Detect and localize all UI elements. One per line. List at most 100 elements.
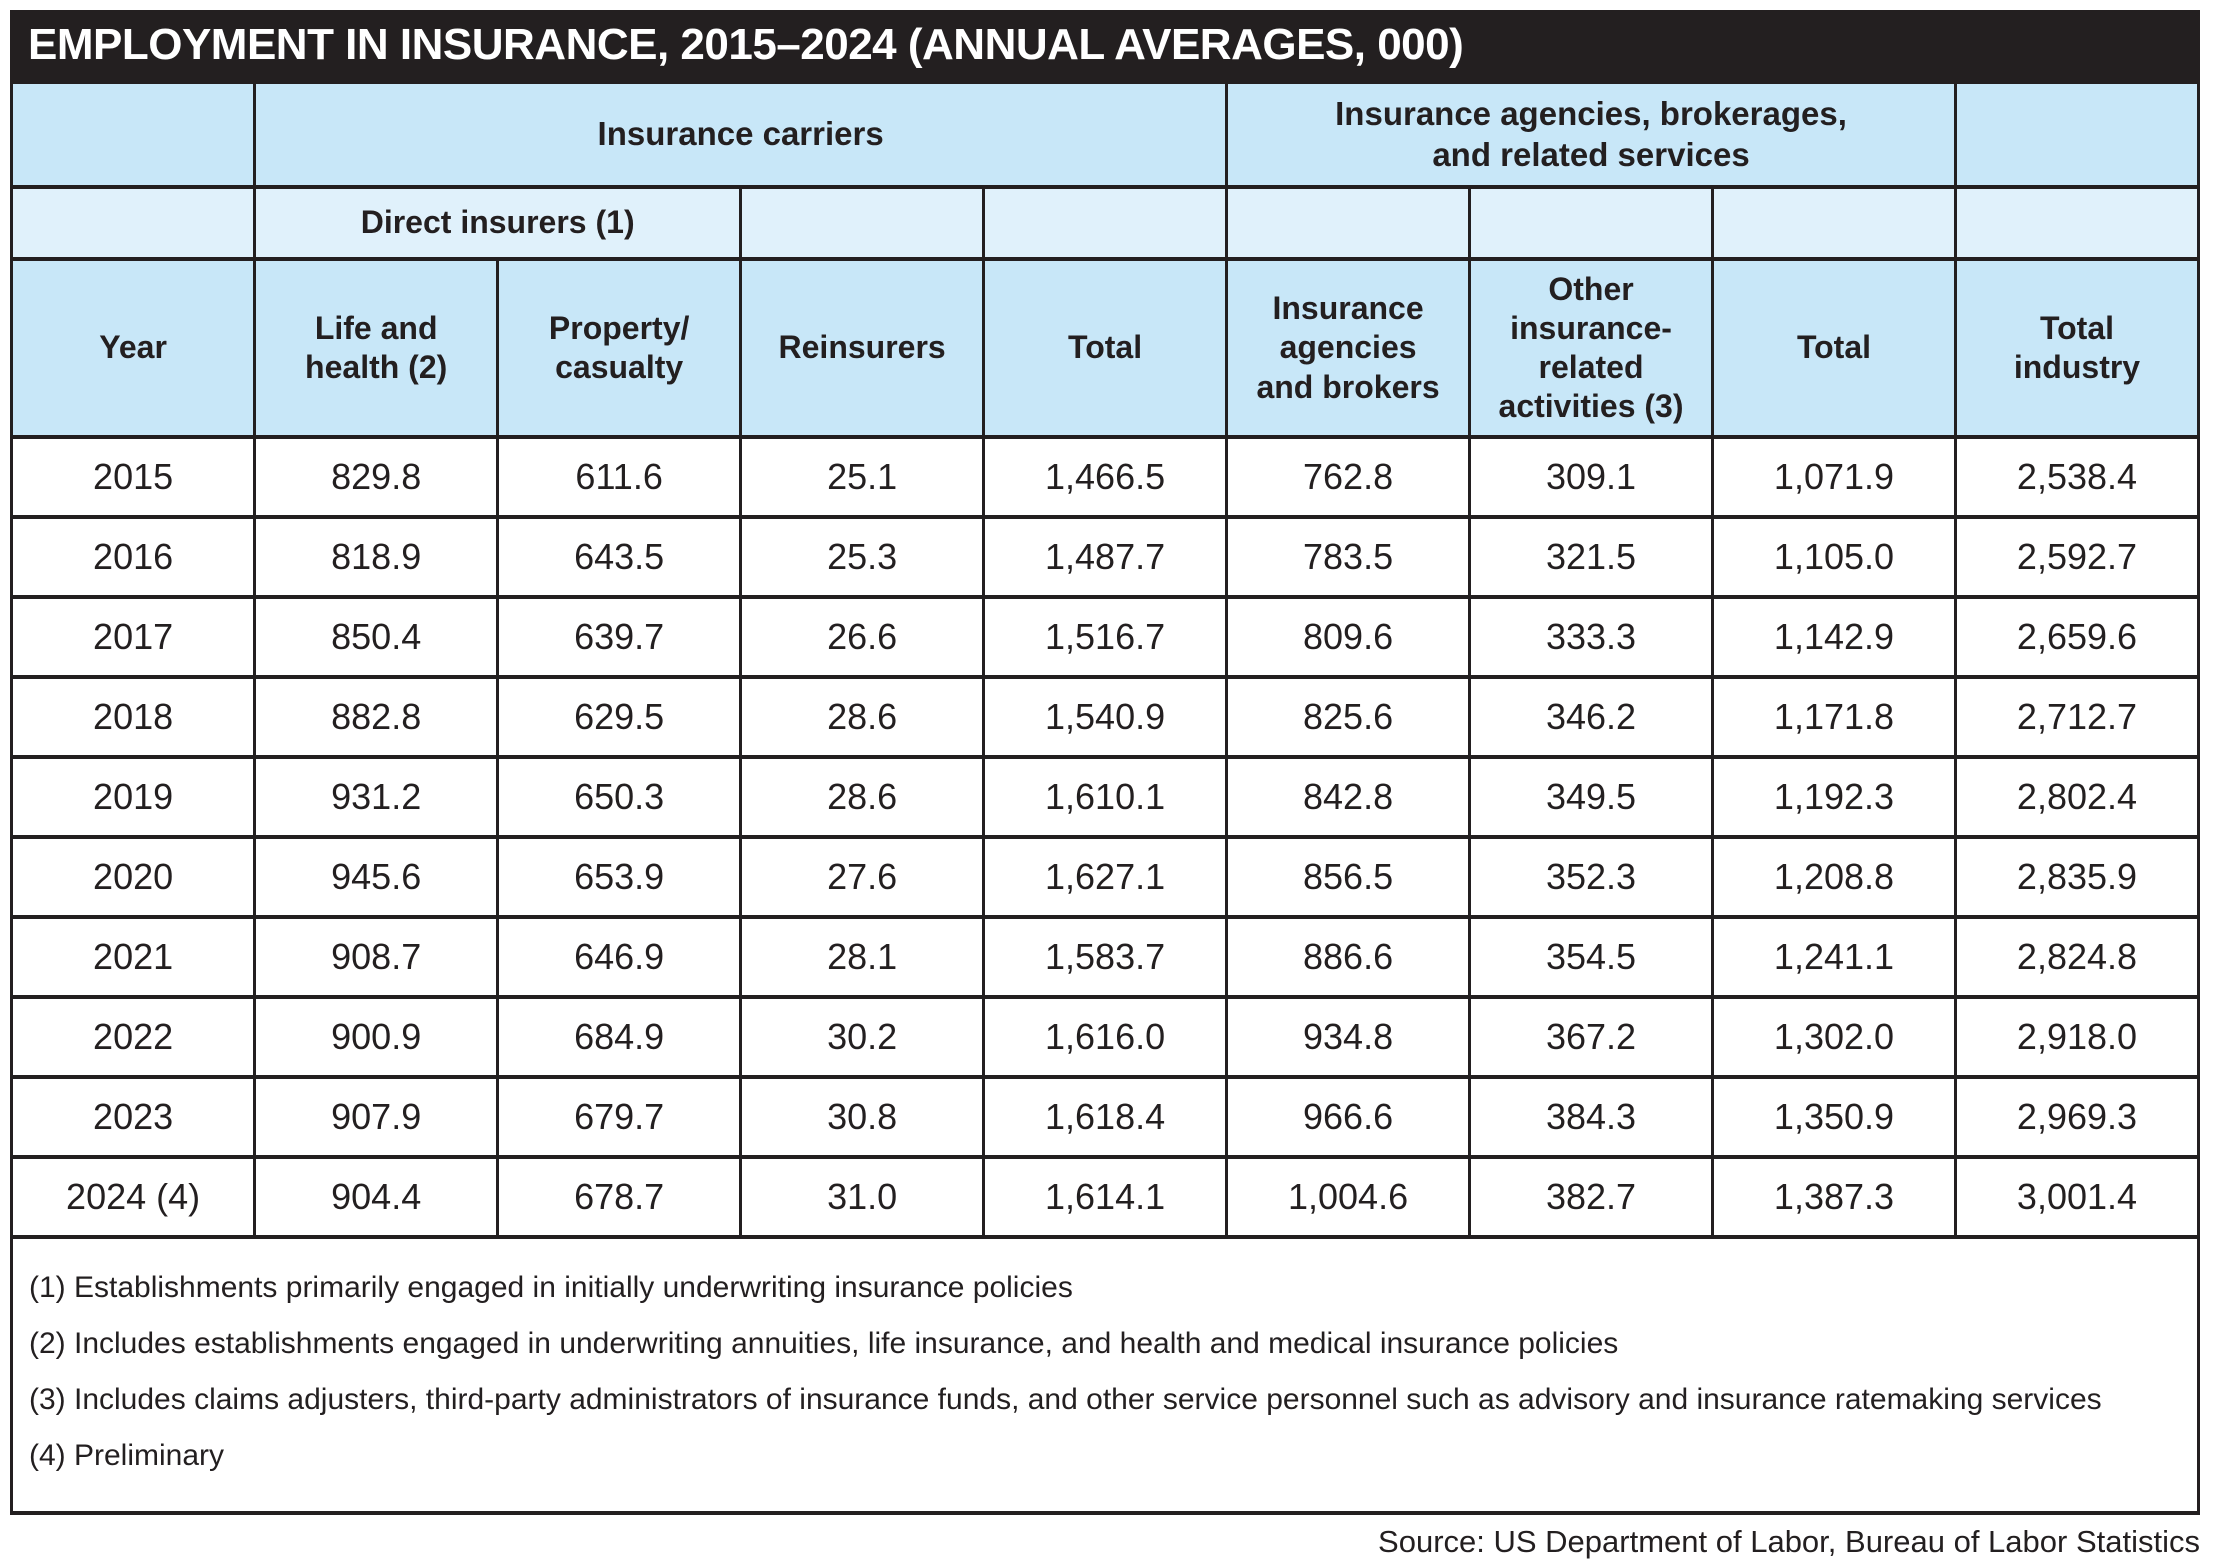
value-cell: 26.6 xyxy=(739,595,986,679)
value-cell: 1,540.9 xyxy=(982,675,1229,759)
value-cell: 1,627.1 xyxy=(982,835,1229,919)
empty-corner-cell xyxy=(1953,80,2201,189)
value-cell: 1,616.0 xyxy=(982,995,1229,1079)
year-cell: 2015 xyxy=(9,435,257,519)
footnotes-row: (1) Establishments primarily engaged in … xyxy=(10,1235,2200,1515)
value-cell: 1,192.3 xyxy=(1711,755,1957,839)
column-header-property-casualty: Property/ casualty xyxy=(496,257,743,439)
footnotes-cell: (1) Establishments primarily engaged in … xyxy=(10,1235,2200,1515)
value-cell: 678.7 xyxy=(496,1155,743,1239)
value-cell: 384.3 xyxy=(1468,1075,1714,1159)
value-cell: 1,071.9 xyxy=(1711,435,1957,519)
employment-table: Insurance carriers Insurance agencies, b… xyxy=(9,80,2201,1515)
column-header-agencies-total: Total xyxy=(1711,257,1957,439)
empty-cell xyxy=(1711,185,1957,261)
page-title: EMPLOYMENT IN INSURANCE, 2015–2024 (ANNU… xyxy=(28,20,1464,69)
value-cell: 354.5 xyxy=(1468,915,1714,999)
empty-cell xyxy=(1468,185,1714,261)
value-cell: 25.3 xyxy=(739,515,986,599)
value-cell: 1,350.9 xyxy=(1711,1075,1957,1159)
value-cell: 2,592.7 xyxy=(1953,515,2201,599)
value-cell: 646.9 xyxy=(496,915,743,999)
value-cell: 1,516.7 xyxy=(982,595,1229,679)
group-header-insurance-carriers: Insurance carriers xyxy=(253,80,1229,189)
value-cell: 643.5 xyxy=(496,515,743,599)
value-cell: 2,969.3 xyxy=(1953,1075,2201,1159)
group-header-row: Insurance carriers Insurance agencies, b… xyxy=(9,80,2201,189)
source-line: Source: US Department of Labor, Bureau o… xyxy=(1378,1524,2200,1559)
value-cell: 908.7 xyxy=(253,915,500,999)
year-cell: 2017 xyxy=(9,595,257,679)
value-cell: 1,004.6 xyxy=(1225,1155,1472,1239)
table-row: 2019 931.2 650.3 28.6 1,610.1 842.8 349.5 1,192… xyxy=(9,755,2201,839)
title-bar: EMPLOYMENT IN INSURANCE, 2015–2024 (ANNU… xyxy=(10,10,2200,80)
value-cell: 309.1 xyxy=(1468,435,1714,519)
table-row: 2024 (4) 904.4 678.7 31.0 1,614.1 1,004.6 382.… xyxy=(9,1155,2201,1239)
value-cell: 1,618.4 xyxy=(982,1075,1229,1159)
value-cell: 30.2 xyxy=(739,995,986,1079)
year-cell: 2021 xyxy=(9,915,257,999)
value-cell: 856.5 xyxy=(1225,835,1472,919)
value-cell: 1,583.7 xyxy=(982,915,1229,999)
value-cell: 818.9 xyxy=(253,515,500,599)
value-cell: 931.2 xyxy=(253,755,500,839)
column-header-reinsurers: Reinsurers xyxy=(739,257,986,439)
value-cell: 850.4 xyxy=(253,595,500,679)
value-cell: 27.6 xyxy=(739,835,986,919)
year-cell: 2018 xyxy=(9,675,257,759)
empty-cell xyxy=(739,185,986,261)
value-cell: 629.5 xyxy=(496,675,743,759)
value-cell: 907.9 xyxy=(253,1075,500,1159)
value-cell: 1,241.1 xyxy=(1711,915,1957,999)
value-cell: 382.7 xyxy=(1468,1155,1714,1239)
column-header-other-activities: Other insurance- related activities (3) xyxy=(1468,257,1714,439)
year-cell: 2016 xyxy=(9,515,257,599)
empty-cell xyxy=(1225,185,1472,261)
column-header-row: Year Life and health (2) Property/ casua… xyxy=(9,257,2201,439)
value-cell: 3,001.4 xyxy=(1953,1155,2201,1239)
year-cell: 2024 (4) xyxy=(9,1155,257,1239)
year-cell: 2023 xyxy=(9,1075,257,1159)
column-header-year: Year xyxy=(9,257,257,439)
value-cell: 882.8 xyxy=(253,675,500,759)
table-row: 2016 818.9 643.5 25.3 1,487.7 783.5 321.5 1,105… xyxy=(9,515,2201,599)
value-cell: 783.5 xyxy=(1225,515,1472,599)
group-header-agencies-brokerages: Insurance agencies, brokerages, and rela… xyxy=(1225,80,1957,189)
value-cell: 2,824.8 xyxy=(1953,915,2201,999)
value-cell: 1,302.0 xyxy=(1711,995,1957,1079)
subgroup-header-row: Direct insurers (1) xyxy=(9,185,2201,261)
value-cell: 352.3 xyxy=(1468,835,1714,919)
value-cell: 31.0 xyxy=(739,1155,986,1239)
value-cell: 333.3 xyxy=(1468,595,1714,679)
value-cell: 934.8 xyxy=(1225,995,1472,1079)
table-row: 2023 907.9 679.7 30.8 1,618.4 966.6 384.3 1,350… xyxy=(9,1075,2201,1159)
value-cell: 349.5 xyxy=(1468,755,1714,839)
year-cell: 2019 xyxy=(9,755,257,839)
column-header-total-industry: Total industry xyxy=(1953,257,2201,439)
value-cell: 611.6 xyxy=(496,435,743,519)
value-cell: 25.1 xyxy=(739,435,986,519)
column-header-carriers-total: Total xyxy=(982,257,1229,439)
column-header-agencies-brokers: Insurance agencies and brokers xyxy=(1225,257,1472,439)
value-cell: 2,802.4 xyxy=(1953,755,2201,839)
value-cell: 900.9 xyxy=(253,995,500,1079)
value-cell: 346.2 xyxy=(1468,675,1714,759)
year-cell: 2020 xyxy=(9,835,257,919)
value-cell: 1,142.9 xyxy=(1711,595,1957,679)
value-cell: 829.8 xyxy=(253,435,500,519)
value-cell: 1,208.8 xyxy=(1711,835,1957,919)
value-cell: 1,614.1 xyxy=(982,1155,1229,1239)
value-cell: 367.2 xyxy=(1468,995,1714,1079)
value-cell: 321.5 xyxy=(1468,515,1714,599)
empty-cell xyxy=(982,185,1229,261)
value-cell: 28.6 xyxy=(739,675,986,759)
value-cell: 842.8 xyxy=(1225,755,1472,839)
value-cell: 945.6 xyxy=(253,835,500,919)
table-row: 2015 829.8 611.6 25.1 1,466.5 762.8 309.1 1,071… xyxy=(9,435,2201,519)
value-cell: 28.6 xyxy=(739,755,986,839)
value-cell: 639.7 xyxy=(496,595,743,679)
table-row: 2022 900.9 684.9 30.2 1,616.0 934.8 367.2 1,302… xyxy=(9,995,2201,1079)
value-cell: 679.7 xyxy=(496,1075,743,1159)
value-cell: 2,918.0 xyxy=(1953,995,2201,1079)
